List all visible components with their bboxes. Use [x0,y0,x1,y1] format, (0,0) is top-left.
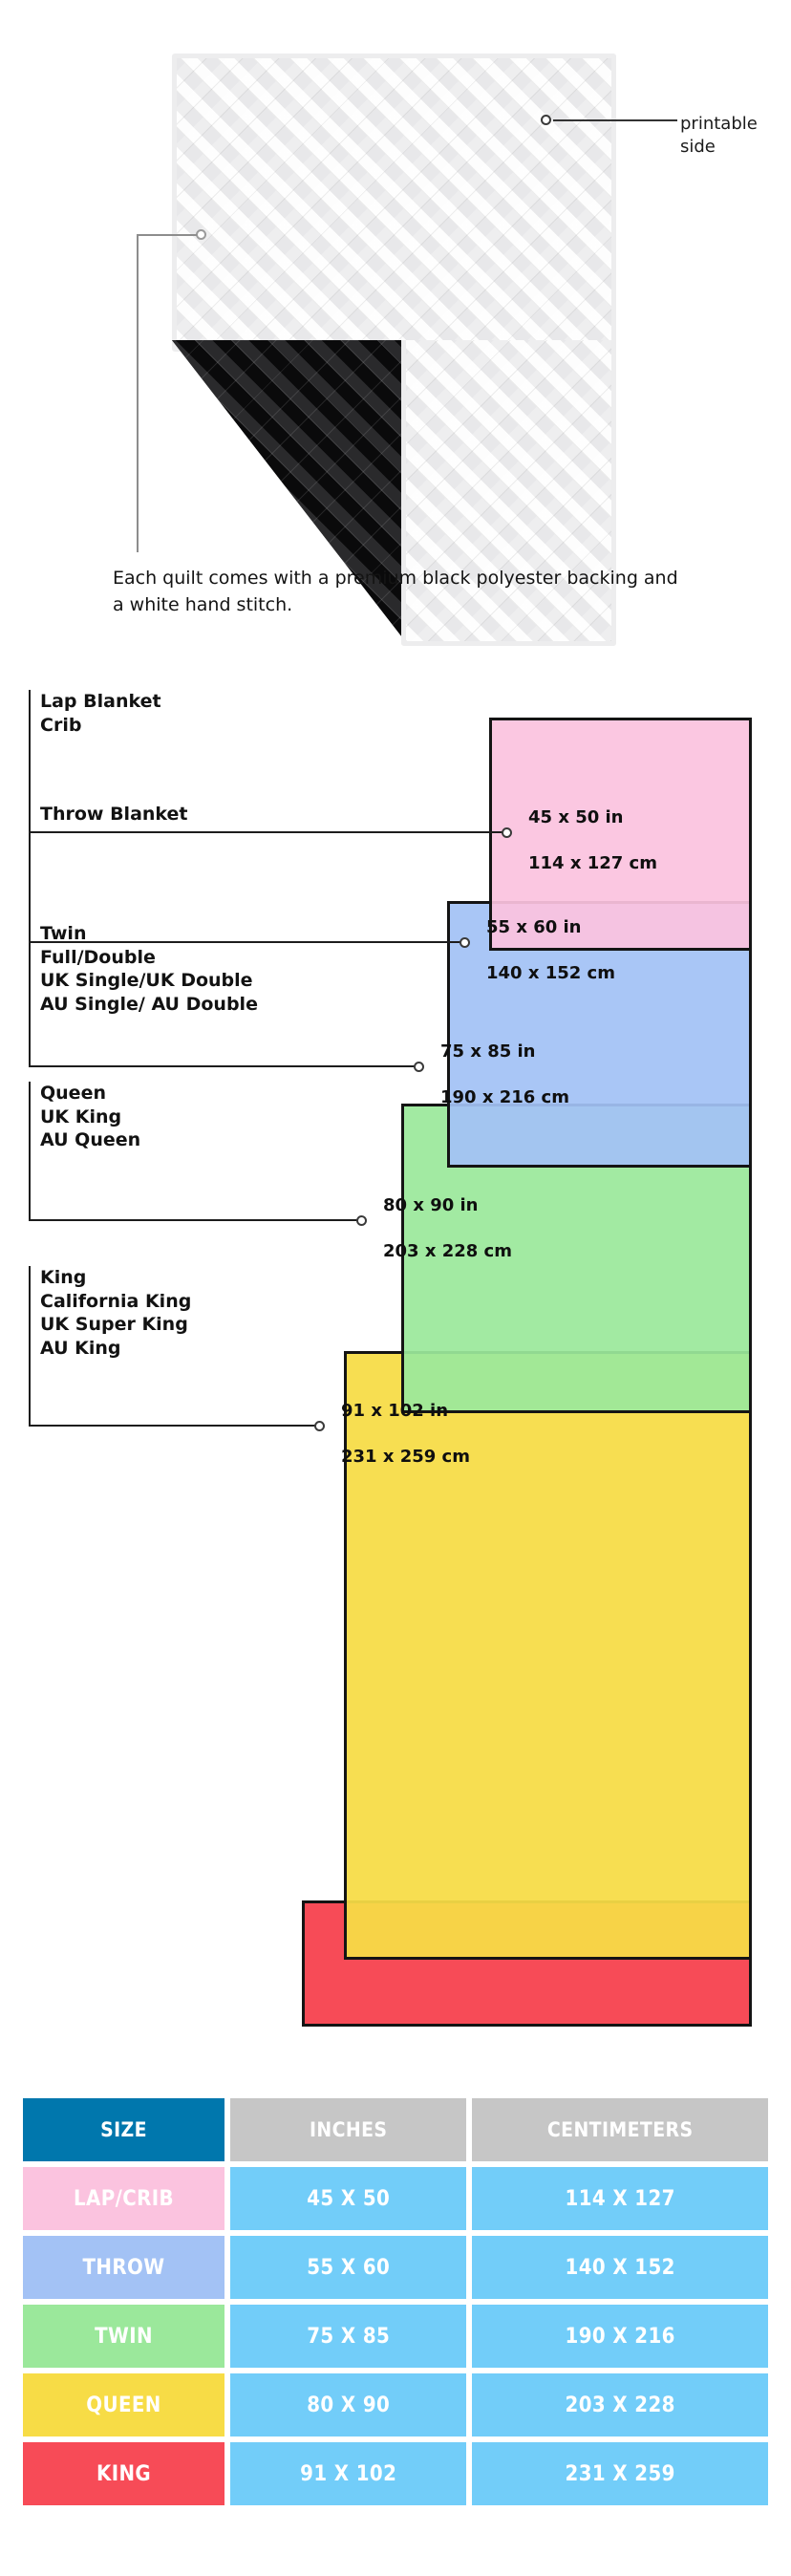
backing-callout-dot [196,229,206,240]
table-cell-size-throw: THROW [23,2236,225,2299]
dim-cm-queen: 203 x 228 cm [383,1241,512,1262]
size-bracket-throw [29,803,464,943]
table-header-row: SIZE INCHES CENTIMETERS [23,2098,768,2161]
size-dimensions-throw: 55 x 60 in 140 x 152 cm [486,916,615,985]
printable-side-leader-line [553,119,677,121]
size-dimensions-lap-crib: 45 x 50 in 114 x 127 cm [528,806,657,875]
table-cell-size-king: KING [23,2442,225,2505]
size-table: SIZE INCHES CENTIMETERS LAP/CRIB 45 X 50… [17,2093,774,2511]
size-dimensions-twin: 75 x 85 in 190 x 216 cm [440,1041,569,1109]
size-callout-dot-lap-crib [502,827,512,838]
dim-cm-king: 231 x 259 cm [341,1447,470,1468]
size-label-twin: Twin Full/Double UK Single/UK Double AU … [40,923,258,1016]
size-callout-dot-king [314,1421,325,1431]
dim-inches-lap-crib: 45 x 50 in [528,807,624,827]
quilt-illustration [172,54,616,646]
table-cell-cm-king: 231 X 259 [472,2442,768,2505]
table-cell-cm-twin: 190 X 216 [472,2305,768,2368]
size-label-throw: Throw Blanket [40,804,188,825]
table-row: THROW 55 X 60 140 X 152 [23,2236,768,2299]
backing-leader-line-vertical [137,234,139,552]
size-dimensions-queen: 80 x 90 in 203 x 228 cm [383,1194,512,1263]
table-cell-cm-throw: 140 X 152 [472,2236,768,2299]
dim-inches-throw: 55 x 60 in [486,917,582,937]
table-cell-inches-lap-crib: 45 X 50 [230,2167,467,2230]
size-comparison-diagram: Lap Blanket Crib 45 x 50 in 114 x 127 cm… [0,669,791,2073]
table-cell-cm-queen: 203 X 228 [472,2373,768,2436]
table-row: LAP/CRIB 45 X 50 114 X 127 [23,2167,768,2230]
dim-inches-queen: 80 x 90 in [383,1195,479,1215]
table-cell-inches-king: 91 X 102 [230,2442,467,2505]
table-header-centimeters: CENTIMETERS [472,2098,768,2161]
size-rect-queen [344,1351,752,1960]
backing-leader-line-horizontal [137,234,197,236]
table-header-size: SIZE [23,2098,225,2161]
dim-inches-king: 91 x 102 in [341,1401,449,1421]
size-callout-dot-twin [414,1062,424,1072]
table-cell-size-twin: TWIN [23,2305,225,2368]
printable-side-label: printable side [680,114,758,158]
size-bracket-queen [29,1082,361,1221]
size-label-queen: Queen UK King AU Queen [40,1083,141,1151]
table-cell-size-lap-crib: LAP/CRIB [23,2167,225,2230]
size-rect-lap-crib [489,718,752,951]
quilt-caption: Each quilt comes with a premium black po… [113,568,678,615]
dim-cm-twin: 190 x 216 cm [440,1087,569,1108]
quilt-photo-section: printable side Each quilt comes with a p… [0,0,791,650]
size-bracket-twin [29,922,418,1067]
table-header-inches: INCHES [230,2098,467,2161]
size-callout-dot-queen [356,1215,367,1226]
printable-side-callout-dot [541,115,551,125]
size-callout-dot-throw [460,937,470,948]
table-body: LAP/CRIB 45 X 50 114 X 127 THROW 55 X 60… [23,2167,768,2505]
dim-cm-lap-crib: 114 x 127 cm [528,853,657,874]
size-label-lap-crib: Lap Blanket Crib [40,691,161,736]
table-row: QUEEN 80 X 90 203 X 228 [23,2373,768,2436]
table-cell-inches-throw: 55 X 60 [230,2236,467,2299]
table-row: KING 91 X 102 231 X 259 [23,2442,768,2505]
size-bracket-lap-crib [29,690,506,833]
table-cell-inches-queen: 80 X 90 [230,2373,467,2436]
size-dimensions-king: 91 x 102 in 231 x 259 cm [341,1400,470,1469]
dim-inches-twin: 75 x 85 in [440,1041,536,1062]
table-row: TWIN 75 X 85 190 X 216 [23,2305,768,2368]
table-cell-inches-twin: 75 X 85 [230,2305,467,2368]
table-cell-cm-lap-crib: 114 X 127 [472,2167,768,2230]
table-cell-size-queen: QUEEN [23,2373,225,2436]
size-bracket-king [29,1266,319,1427]
quilt-white-face-top [172,54,616,352]
quilt-white-face-right [401,340,616,646]
size-label-king: King California King UK Super King AU Ki… [40,1267,192,1360]
dim-cm-throw: 140 x 152 cm [486,963,615,984]
